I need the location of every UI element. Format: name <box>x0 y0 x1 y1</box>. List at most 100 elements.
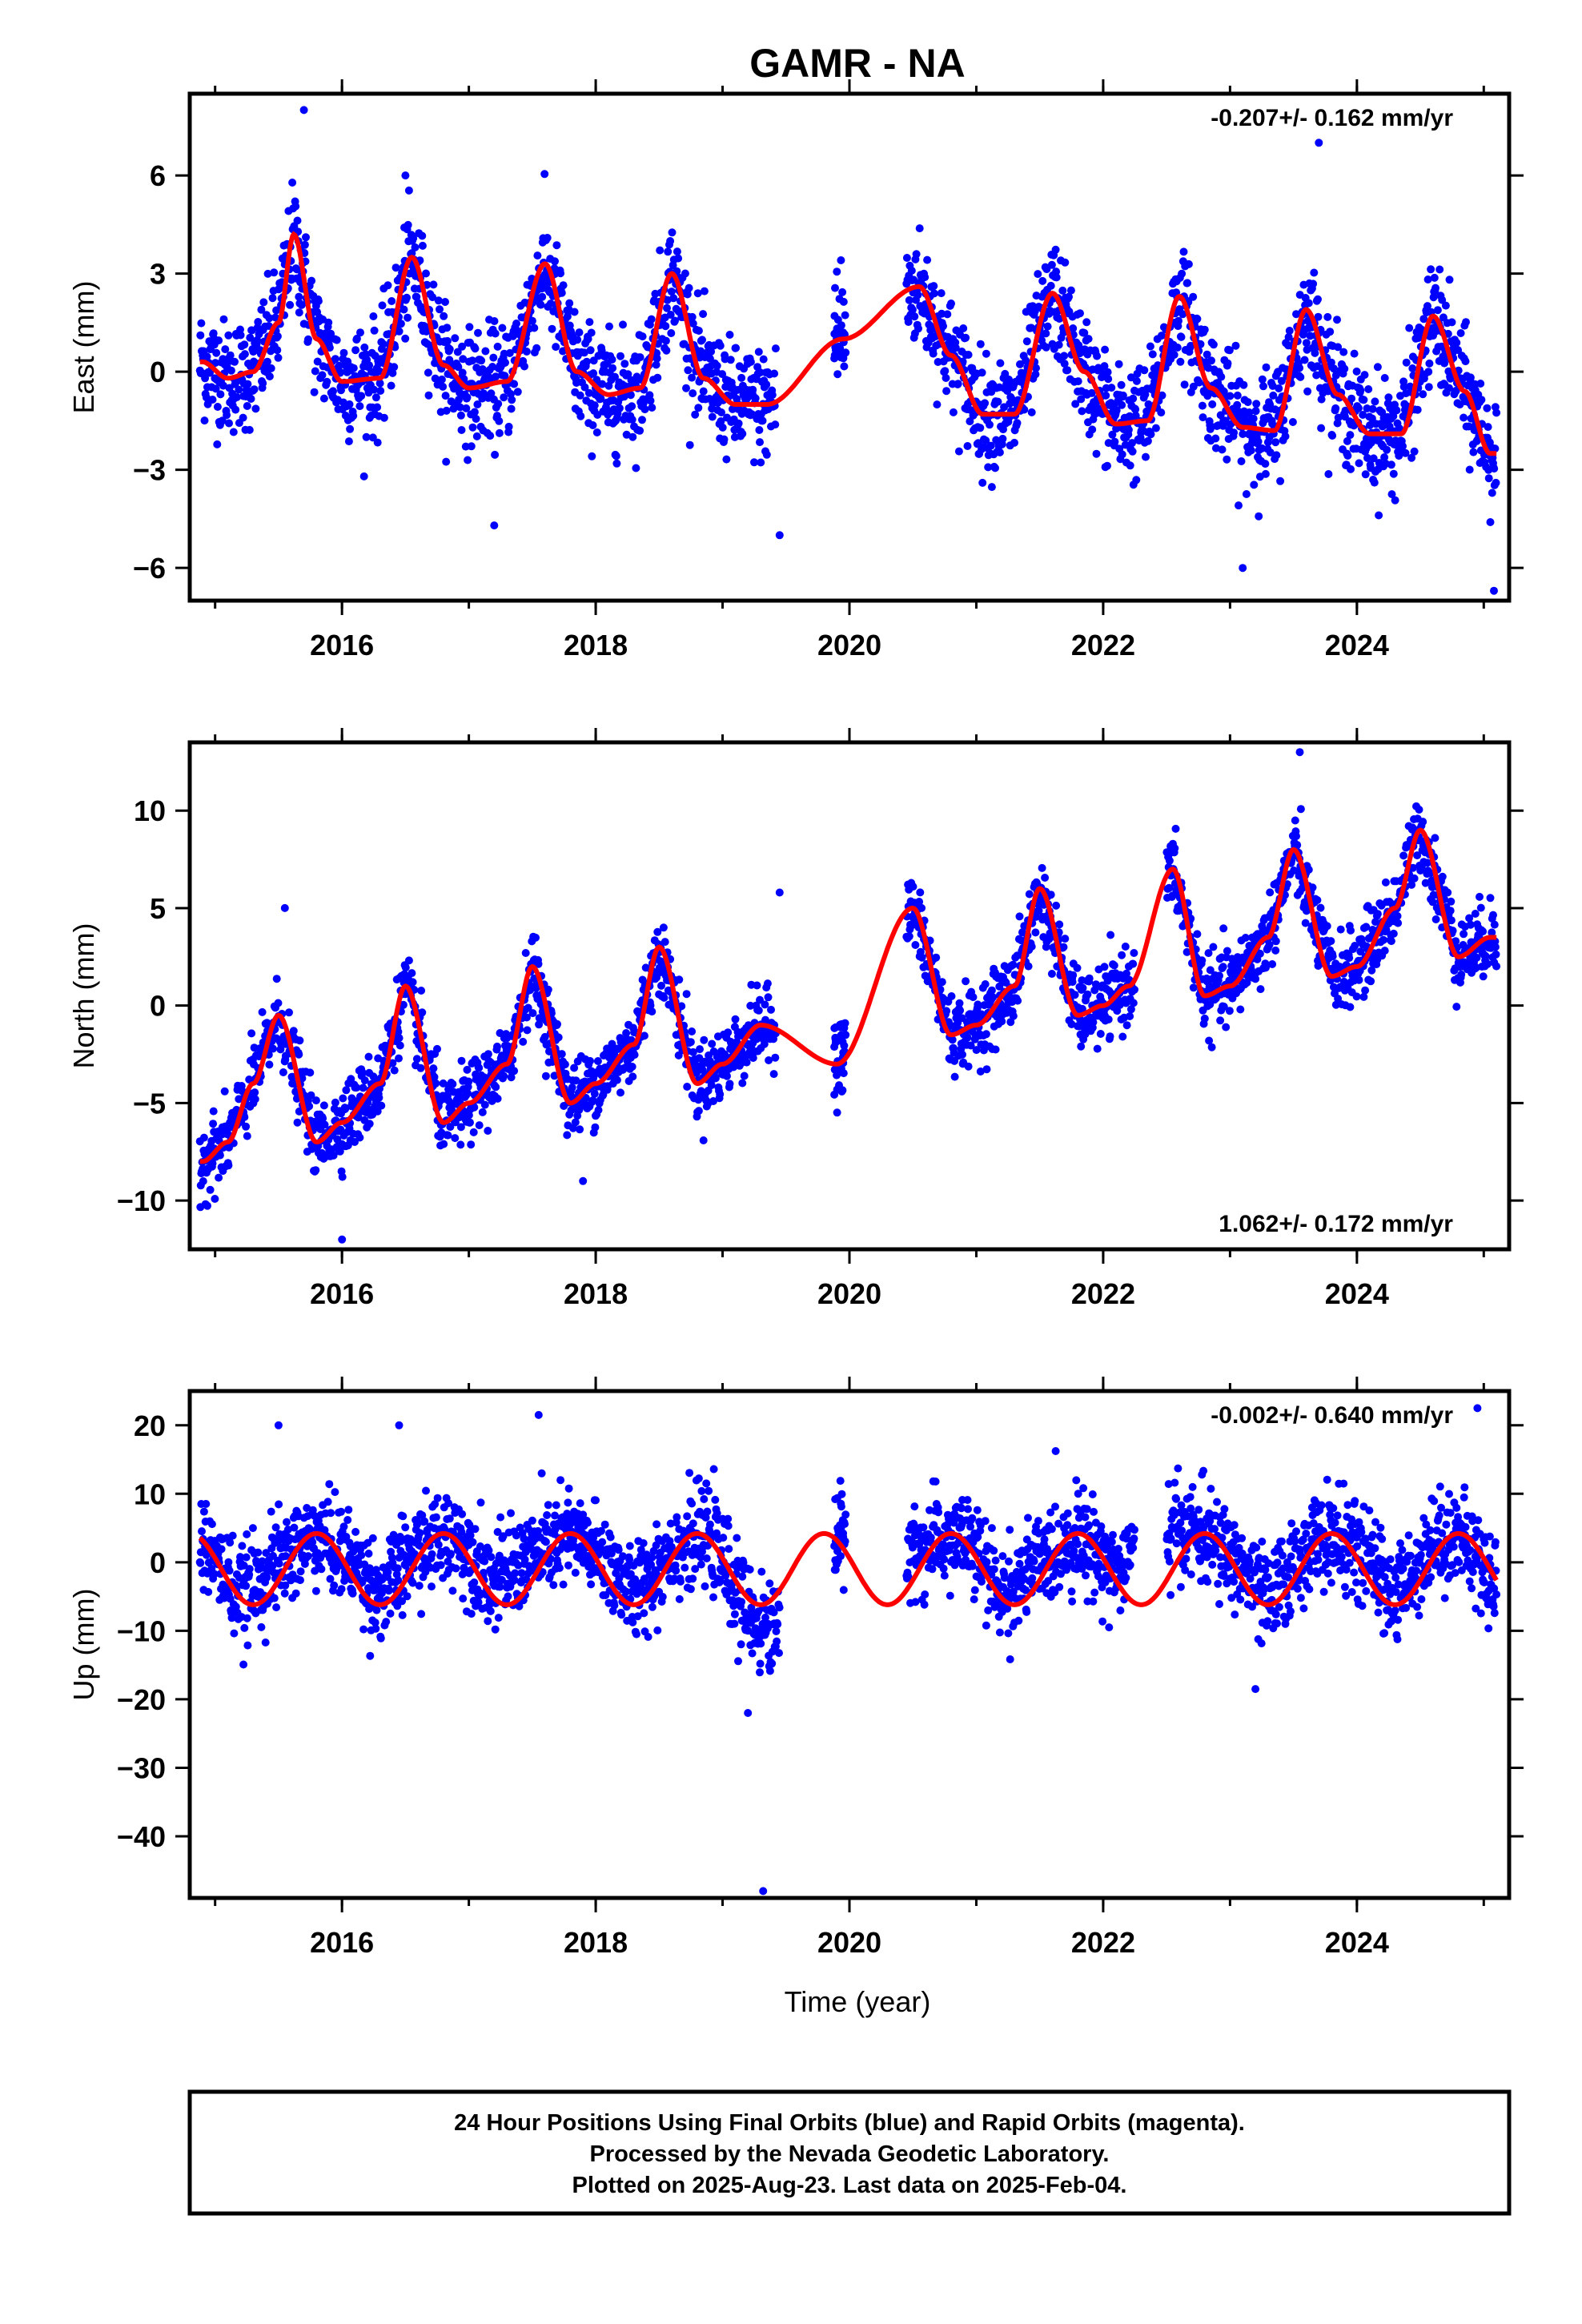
north-point <box>209 1107 218 1116</box>
north-point <box>677 1002 686 1011</box>
north-point <box>1243 979 1251 987</box>
north-point <box>1410 874 1419 883</box>
north-point <box>1106 931 1115 939</box>
north-point <box>412 1055 421 1063</box>
east-point <box>976 340 985 348</box>
east-point <box>418 241 427 250</box>
east-point <box>225 419 233 428</box>
east-point <box>908 305 917 314</box>
north-point <box>1129 999 1138 1007</box>
north-point <box>1207 1043 1216 1051</box>
north-point <box>1118 1032 1127 1041</box>
north-point <box>355 1133 364 1142</box>
east-point <box>837 256 845 264</box>
east-point <box>1052 273 1061 282</box>
east-point <box>295 292 303 301</box>
east-x-tick-label: 2020 <box>817 629 881 661</box>
north-point <box>1223 947 1231 955</box>
north-point <box>215 1173 223 1182</box>
north-point <box>1015 912 1024 921</box>
east-point <box>636 353 644 362</box>
east-point <box>1243 398 1252 407</box>
east-point <box>250 385 259 394</box>
east-point <box>251 404 260 413</box>
east-point <box>663 304 671 312</box>
north-point <box>1419 818 1427 826</box>
north-point <box>1122 969 1130 978</box>
east-point <box>465 323 474 332</box>
north-point <box>1038 863 1046 872</box>
east-point <box>1380 374 1389 382</box>
north-point <box>554 1033 563 1042</box>
east-point <box>464 456 472 464</box>
east-point <box>939 322 947 331</box>
east-point <box>302 233 310 242</box>
east-point <box>1077 395 1086 404</box>
east-point <box>646 396 655 405</box>
east-point <box>923 255 932 264</box>
east-point <box>914 324 922 333</box>
north-point <box>648 1007 656 1016</box>
east-point <box>1031 370 1040 379</box>
north-point <box>660 993 669 1002</box>
east-point <box>1384 393 1393 402</box>
east-point <box>902 254 911 262</box>
north-point <box>1085 974 1094 983</box>
east-point <box>589 369 598 378</box>
east-point <box>771 344 780 353</box>
east-point <box>592 376 601 384</box>
east-point <box>243 402 251 410</box>
north-point <box>339 1094 347 1103</box>
east-point <box>951 344 960 352</box>
east-point <box>982 349 990 358</box>
east-point <box>557 288 566 297</box>
north-point <box>972 1046 981 1055</box>
east-point <box>481 347 490 356</box>
north-point <box>335 1147 344 1156</box>
north-point <box>682 990 691 999</box>
east-point <box>964 351 973 359</box>
east-point <box>1150 377 1159 386</box>
east-point <box>694 404 703 412</box>
east-point <box>656 246 665 255</box>
north-point <box>444 1131 452 1140</box>
east-point <box>1313 362 1322 371</box>
north-point <box>245 1076 254 1084</box>
east-point <box>365 361 374 370</box>
east-point <box>411 243 420 251</box>
east-point <box>1310 268 1319 277</box>
east-point <box>837 348 846 356</box>
east-point <box>1352 367 1361 376</box>
north-point <box>365 1120 374 1128</box>
east-point <box>471 344 480 353</box>
north-point <box>1452 937 1460 946</box>
east-point <box>346 424 355 433</box>
east-point <box>648 404 656 412</box>
east-point <box>1413 405 1422 414</box>
east-point <box>1272 451 1281 460</box>
east-point <box>243 380 252 388</box>
north-point <box>763 979 772 988</box>
north-point <box>553 1019 561 1028</box>
north-point <box>765 1056 773 1064</box>
north-point <box>1070 991 1079 999</box>
north-point <box>1171 824 1180 833</box>
east-point <box>259 379 267 388</box>
north-point <box>560 1060 569 1069</box>
north-point <box>1009 960 1018 969</box>
east-point <box>662 346 671 355</box>
north-point <box>430 1072 439 1081</box>
north-point <box>295 1107 303 1116</box>
east-point <box>1200 325 1209 334</box>
east-point <box>1454 346 1463 355</box>
north-point <box>979 1046 988 1055</box>
north-point <box>224 1161 233 1170</box>
east-point <box>1235 501 1243 510</box>
east-point <box>1334 343 1343 352</box>
east-point <box>1401 448 1410 457</box>
east-point <box>1231 341 1240 350</box>
north-point <box>557 1050 566 1059</box>
north-point <box>220 1087 229 1096</box>
east-point <box>307 276 316 285</box>
east-point <box>1387 460 1395 469</box>
